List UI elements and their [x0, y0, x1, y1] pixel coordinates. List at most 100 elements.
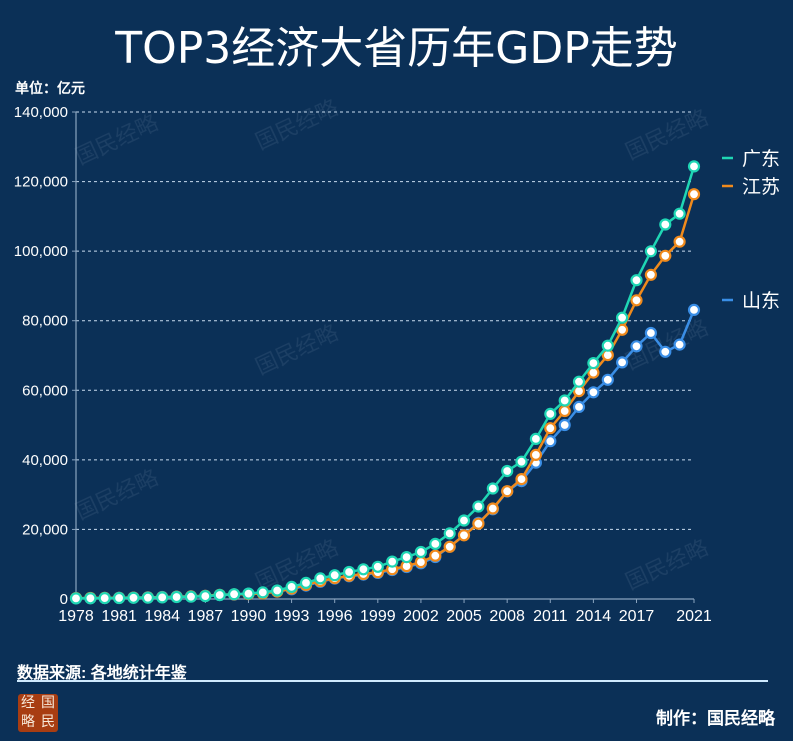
y-tick-label: 100,000 — [14, 243, 68, 260]
data-point — [558, 418, 571, 432]
data-point — [314, 572, 327, 585]
data-point — [386, 555, 399, 568]
data-point — [687, 303, 701, 316]
logo-char: 略 — [21, 714, 35, 730]
data-point — [544, 422, 557, 435]
data-point — [673, 207, 686, 220]
data-point — [687, 160, 701, 173]
x-tick-label: 1984 — [144, 608, 180, 625]
data-point — [630, 274, 643, 287]
series-group — [69, 160, 701, 605]
chart-title: TOP3经济大省历年GDP走势 — [115, 23, 678, 74]
data-point — [443, 527, 456, 540]
x-tick-label: 2008 — [489, 608, 525, 625]
data-point — [673, 338, 686, 351]
series-line — [75, 193, 696, 600]
y-tick-label: 60,000 — [22, 382, 68, 399]
data-point — [601, 339, 614, 352]
logo: 经 国 略 民 — [18, 694, 58, 732]
x-tick-label: 1996 — [317, 608, 353, 625]
watermark: 国民经略 — [622, 106, 712, 166]
data-point — [429, 549, 442, 562]
legend-label: 江苏 — [742, 176, 780, 198]
data-point — [659, 249, 672, 262]
data-point — [84, 592, 97, 605]
data-point — [371, 560, 384, 573]
data-point — [501, 485, 514, 498]
data-point — [515, 473, 528, 486]
data-point — [271, 584, 284, 597]
data-point — [558, 394, 571, 407]
data-point — [170, 590, 183, 604]
data-point — [572, 400, 586, 413]
data-point — [615, 356, 629, 369]
data-point — [156, 591, 169, 604]
y-tick-label: 20,000 — [22, 521, 68, 538]
data-point — [343, 565, 356, 579]
data-point — [644, 326, 658, 340]
data-point — [673, 235, 686, 248]
logo-char: 民 — [41, 714, 55, 730]
x-tick-label: 2021 — [676, 608, 712, 625]
data-point — [659, 345, 672, 358]
legend-label: 山东 — [742, 290, 780, 312]
data-point — [357, 563, 370, 576]
x-tick-label: 2017 — [619, 608, 655, 625]
x-tick-label: 1990 — [231, 608, 267, 625]
data-point — [112, 591, 126, 605]
data-point — [199, 589, 212, 603]
data-point — [486, 482, 499, 495]
data-point — [213, 588, 226, 602]
data-point — [501, 464, 514, 478]
data-point — [414, 545, 427, 559]
data-point — [414, 555, 427, 569]
watermark: 国民经略 — [72, 111, 162, 171]
data-point — [515, 455, 528, 468]
x-tick-label: 1999 — [360, 608, 396, 625]
y-tick-label: 80,000 — [22, 313, 68, 330]
data-point — [544, 435, 557, 448]
maker-label: 制作：国民经略 — [656, 709, 775, 728]
watermark: 国民经略 — [252, 96, 342, 156]
data-point — [98, 591, 111, 605]
watermark: 国民经略 — [622, 536, 712, 596]
data-point — [601, 373, 614, 386]
data-point — [572, 375, 586, 388]
data-point — [256, 586, 269, 599]
data-point — [630, 294, 643, 307]
watermark: 国民经略 — [252, 321, 342, 381]
footer-divider — [17, 680, 768, 682]
x-tick-label: 2011 — [533, 608, 568, 625]
data-point — [472, 517, 485, 530]
data-point — [69, 592, 83, 605]
gridlines — [76, 111, 694, 530]
y-tick-label: 0 — [60, 591, 68, 608]
data-point — [443, 540, 456, 553]
x-tick-label: 1978 — [58, 608, 94, 625]
data-point — [687, 188, 701, 201]
y-tick-label: 120,000 — [14, 174, 68, 191]
x-tick-label: 2014 — [576, 608, 612, 625]
data-point — [127, 591, 140, 604]
data-point — [299, 576, 313, 590]
data-point — [529, 432, 543, 445]
source-label: 数据来源: 各地统计年鉴 — [17, 665, 187, 682]
y-tick-label: 140,000 — [14, 104, 68, 121]
data-point — [457, 529, 471, 542]
data-point — [615, 311, 629, 324]
data-point — [184, 590, 198, 603]
data-point — [659, 218, 672, 231]
data-point — [644, 245, 658, 258]
unit-label: 单位：亿元 — [15, 80, 85, 96]
x-tick-label: 2005 — [446, 608, 482, 625]
logo-char: 经 — [21, 695, 35, 711]
x-tick-label: 1987 — [188, 608, 224, 625]
watermark: 国民经略 — [72, 466, 162, 526]
data-point — [472, 500, 485, 513]
x-tick-label: 2002 — [403, 608, 439, 625]
series-0 — [69, 160, 701, 605]
data-point — [228, 588, 241, 601]
x-tick-label: 1993 — [274, 608, 310, 625]
